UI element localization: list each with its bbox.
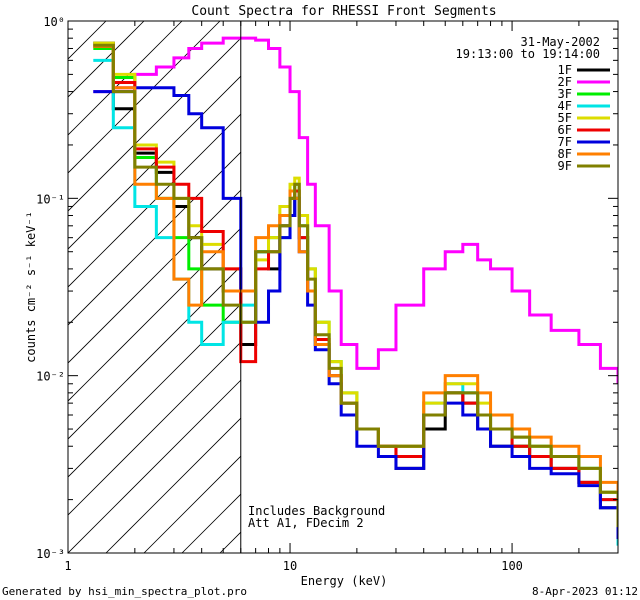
legend-label-5F: 5F xyxy=(558,111,572,125)
annotation-attenuator: Att A1, FDecim 2 xyxy=(248,516,364,530)
series-6F xyxy=(93,44,618,533)
legend-label-1F: 1F xyxy=(558,63,572,77)
x-tick-label: 100 xyxy=(501,559,523,573)
series-5F xyxy=(93,41,618,528)
hatch-lines xyxy=(68,21,241,553)
axis-ticks: 1 10 100 10⁻³ 10⁻² 10⁻¹ 10⁰ xyxy=(36,15,619,573)
legend-label-2F: 2F xyxy=(558,75,572,89)
legend-label-8F: 8F xyxy=(558,147,572,161)
legend-label-9F: 9F xyxy=(558,159,572,173)
x-axis-label: Energy (keV) xyxy=(301,574,388,588)
y-tick-label: 10⁻¹ xyxy=(36,192,65,206)
hatched-region xyxy=(68,21,241,553)
chart-title: Count Spectra for RHESSI Front Segments xyxy=(191,4,496,19)
footer-timestamp: 8-Apr-2023 01:12 xyxy=(532,585,638,598)
series-4F xyxy=(93,58,618,546)
y-tick-label: 10⁻³ xyxy=(36,547,65,561)
legend-label-6F: 6F xyxy=(558,123,572,137)
y-tick-label: 10⁰ xyxy=(43,15,65,29)
annotation-background: Includes Background xyxy=(248,504,385,518)
x-tick-label: 1 xyxy=(64,559,71,573)
y-tick-label: 10⁻² xyxy=(36,370,65,384)
legend-label-3F: 3F xyxy=(558,87,572,101)
time-range: 19:13:00 to 19:14:00 xyxy=(456,47,601,61)
observation-date: 31-May-2002 xyxy=(521,35,600,49)
series-8F xyxy=(93,44,618,522)
legend-label-7F: 7F xyxy=(558,135,572,149)
plot-frame xyxy=(67,20,619,554)
series-9F xyxy=(93,43,618,528)
series-7F xyxy=(93,86,618,539)
series-layer xyxy=(93,36,618,546)
x-tick-label: 10 xyxy=(283,559,297,573)
legend-label-4F: 4F xyxy=(558,99,572,113)
footer-generator: Generated by hsi_min_spectra_plot.pro xyxy=(2,585,247,598)
series-2F xyxy=(93,36,618,384)
series-1F xyxy=(93,41,618,539)
y-axis-label: counts cm⁻² s⁻¹ keV⁻¹ xyxy=(24,211,38,363)
